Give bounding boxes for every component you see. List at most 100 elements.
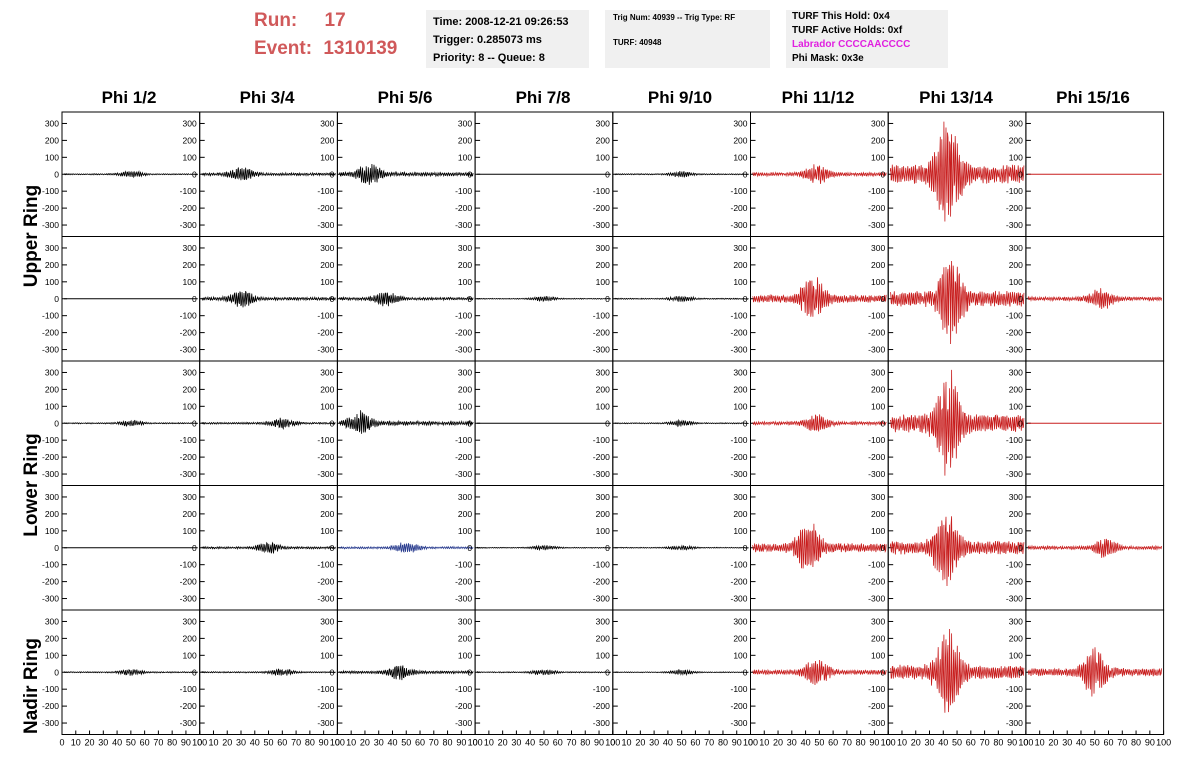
- x-tick-label: 90: [594, 738, 604, 748]
- waveform-trace: [476, 669, 612, 676]
- y-tick-label: 100: [320, 152, 334, 162]
- y-tick-label: -300: [180, 220, 197, 230]
- y-tick-label: -300: [868, 594, 885, 604]
- y-tick-label: -300: [455, 594, 472, 604]
- x-tick-label: 80: [580, 738, 590, 748]
- y-tick-label: -300: [180, 469, 197, 479]
- y-tick-label: 0: [54, 418, 59, 428]
- y-tick-label: 300: [733, 243, 747, 253]
- y-tick-label: 100: [871, 401, 885, 411]
- y-tick-label: -200: [180, 701, 197, 711]
- y-tick-label: -300: [455, 469, 472, 479]
- col-title-phi-13-14: Phi 13/14: [919, 88, 993, 107]
- y-tick-label: 100: [45, 526, 59, 536]
- col-title-phi-15-16: Phi 15/16: [1056, 88, 1130, 107]
- x-tick-label: 60: [1104, 738, 1114, 748]
- x-tick-label: 80: [443, 738, 453, 748]
- y-tick-label: 200: [320, 633, 334, 643]
- y-tick-label: -100: [1006, 560, 1023, 570]
- y-tick-label: 200: [183, 509, 197, 519]
- waveform-trace: [1027, 647, 1162, 697]
- y-tick-label: 200: [45, 384, 59, 394]
- y-tick-label: -200: [1006, 577, 1023, 587]
- x-tick-label: 20: [498, 738, 508, 748]
- x-tick-label: 60: [415, 738, 425, 748]
- waveform-trace: [339, 410, 474, 434]
- waveform-trace: [476, 295, 612, 303]
- y-tick-label: -300: [593, 469, 610, 479]
- y-tick-label: -200: [730, 203, 747, 213]
- waveform-trace: [889, 516, 1025, 587]
- y-tick-label: 300: [1009, 243, 1023, 253]
- y-tick-label: 300: [183, 367, 197, 377]
- y-tick-label: 0: [605, 169, 610, 179]
- y-tick-label: -200: [593, 701, 610, 711]
- y-tick-label: 0: [54, 169, 59, 179]
- y-tick-label: 100: [596, 650, 610, 660]
- y-tick-label: 0: [743, 543, 748, 553]
- y-tick-label: -200: [180, 577, 197, 587]
- x-tick-label: 100: [468, 738, 483, 748]
- y-tick-label: 300: [1009, 616, 1023, 626]
- y-tick-label: 0: [54, 543, 59, 553]
- y-tick-label: -300: [1006, 718, 1023, 728]
- x-tick-label: 30: [236, 738, 246, 748]
- y-tick-label: -200: [317, 577, 334, 587]
- x-tick-label: 50: [677, 738, 687, 748]
- y-tick-label: 300: [320, 616, 334, 626]
- y-tick-label: 0: [192, 543, 197, 553]
- y-tick-label: -200: [730, 328, 747, 338]
- y-tick-label: 0: [743, 667, 748, 677]
- y-tick-label: -100: [317, 435, 334, 445]
- y-tick-label: -200: [455, 203, 472, 213]
- y-tick-label: 200: [183, 633, 197, 643]
- waveform-trace: [64, 170, 199, 179]
- y-tick-label: -200: [455, 452, 472, 462]
- y-tick-label: -100: [593, 311, 610, 321]
- waveform-trace: [339, 163, 474, 185]
- y-tick-label: 0: [330, 418, 335, 428]
- x-tick-label: 0: [748, 738, 753, 748]
- y-tick-label: 200: [1009, 509, 1023, 519]
- waveform-trace: [201, 167, 336, 181]
- y-tick-label: -200: [1006, 203, 1023, 213]
- y-tick-label: 0: [1018, 667, 1023, 677]
- y-tick-label: -300: [868, 469, 885, 479]
- waveform-trace: [889, 121, 1025, 222]
- x-tick-label: 80: [1131, 738, 1141, 748]
- y-tick-label: 200: [45, 260, 59, 270]
- y-tick-label: 200: [458, 633, 472, 643]
- waveform-trace: [614, 295, 749, 303]
- y-tick-label: 100: [1009, 401, 1023, 411]
- y-tick-label: -200: [455, 701, 472, 711]
- y-tick-label: -300: [730, 594, 747, 604]
- y-tick-label: 100: [320, 401, 334, 411]
- x-tick-label: 10: [346, 738, 356, 748]
- y-tick-label: 0: [880, 667, 885, 677]
- y-tick-label: 200: [733, 384, 747, 394]
- y-tick-label: -200: [317, 203, 334, 213]
- x-tick-label: 30: [374, 738, 384, 748]
- y-tick-label: 100: [320, 277, 334, 287]
- x-tick-label: 50: [401, 738, 411, 748]
- y-tick-label: -200: [42, 203, 59, 213]
- waveform-trace: [752, 277, 887, 317]
- y-tick-label: 300: [183, 243, 197, 253]
- y-tick-label: 200: [596, 260, 610, 270]
- y-tick-label: 300: [733, 367, 747, 377]
- y-tick-label: -200: [180, 452, 197, 462]
- x-tick-label: 70: [842, 738, 852, 748]
- x-tick-label: 50: [126, 738, 136, 748]
- run-label-text: Run:: [254, 10, 298, 31]
- y-tick-label: 200: [596, 509, 610, 519]
- waveform-trace: [201, 291, 336, 308]
- x-tick-label: 50: [539, 738, 549, 748]
- time-line: Time: 2008-12-21 09:26:53: [433, 16, 569, 28]
- y-tick-label: -100: [317, 186, 334, 196]
- y-tick-label: 0: [330, 169, 335, 179]
- time-info-box: Time: 2008-12-21 09:26:53 Trigger: 0.285…: [426, 10, 589, 68]
- y-tick-label: 200: [1009, 384, 1023, 394]
- y-tick-label: -300: [593, 594, 610, 604]
- trigger-line: Trigger: 0.285073 ms: [433, 34, 542, 46]
- waveform-trace: [201, 417, 336, 431]
